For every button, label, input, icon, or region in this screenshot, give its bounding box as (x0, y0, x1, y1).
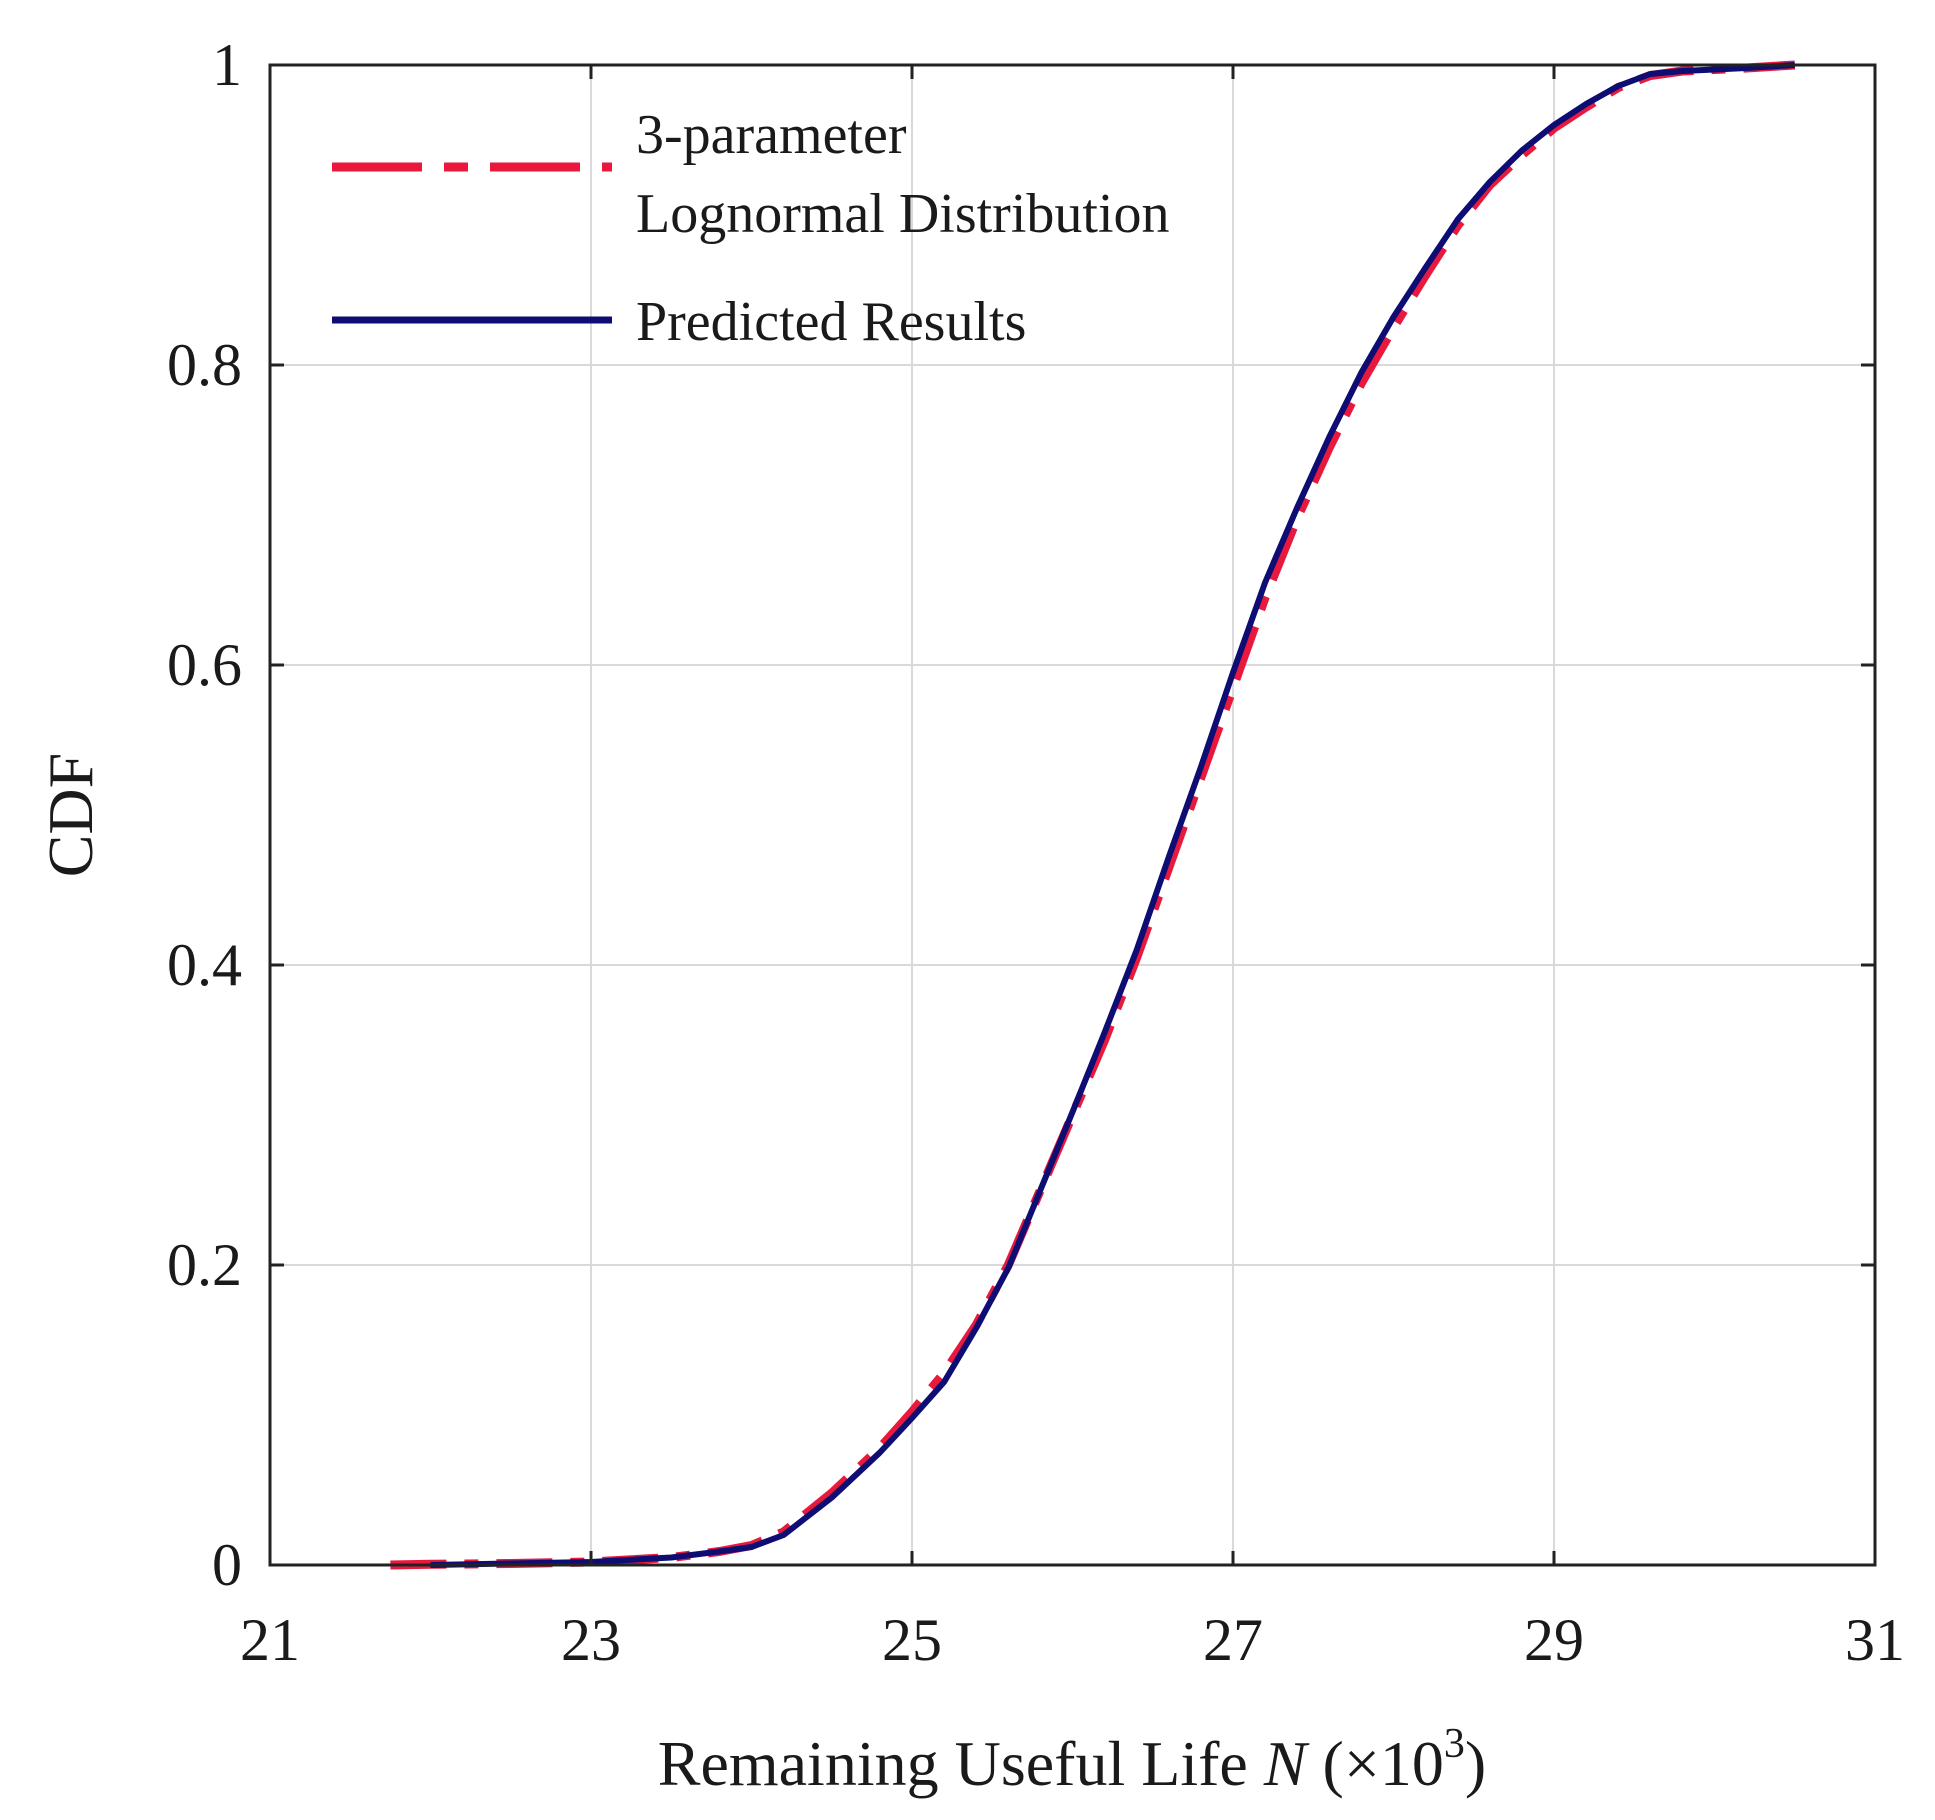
y-tick-label: 1 (212, 32, 242, 98)
x-tick-label: 25 (882, 1607, 942, 1673)
x-axis-label: Remaining Useful Life N (×103) (658, 1721, 1486, 1799)
grid (270, 65, 1875, 1565)
tick-labels: 21 23 25 27 29 31 0 0.2 0.4 0.6 0.8 1 (167, 32, 1905, 1673)
x-axis-label-paren-close: ) (1465, 1728, 1486, 1799)
y-axis-label: CDF (35, 753, 106, 878)
legend-label-lognormal-line1: 3-parameter (636, 104, 907, 166)
x-tick-label: 21 (240, 1607, 300, 1673)
series-line-predicted (430, 62, 1795, 1568)
x-axis-label-variable: N (1263, 1728, 1310, 1799)
x-axis-label-paren-open: ( (1307, 1728, 1344, 1799)
series-layer (390, 60, 1796, 1570)
legend: 3-parameter Lognormal Distribution Predi… (332, 104, 1170, 353)
x-axis-label-times: ×10 (1344, 1728, 1444, 1799)
x-axis-label-exponent: 3 (1444, 1721, 1465, 1767)
legend-label-lognormal-line2: Lognormal Distribution (636, 183, 1170, 245)
plot-area (270, 65, 1875, 1565)
x-tick-label: 23 (561, 1607, 621, 1673)
y-tick-label: 0.2 (167, 1232, 242, 1298)
x-tick-label: 29 (1524, 1607, 1584, 1673)
y-tick-label: 0.4 (167, 932, 242, 998)
y-tick-label: 0.6 (167, 632, 242, 698)
x-tick-label: 27 (1203, 1607, 1263, 1673)
y-tick-label: 0 (212, 1532, 242, 1598)
ticks (268, 63, 1877, 1567)
plot-frame (268, 63, 1877, 1567)
y-tick-label: 0.8 (167, 332, 242, 398)
x-tick-label: 31 (1845, 1607, 1905, 1673)
x-axis-label-main: Remaining Useful Life (658, 1728, 1264, 1799)
legend-label-predicted: Predicted Results (636, 291, 1026, 353)
